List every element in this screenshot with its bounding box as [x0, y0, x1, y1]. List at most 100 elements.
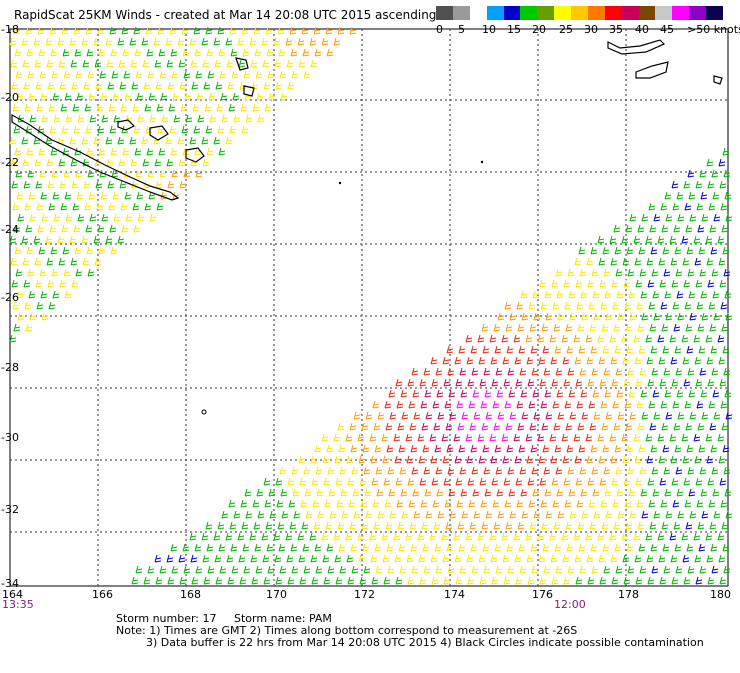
wind-barb — [471, 367, 479, 376]
wind-barb — [207, 565, 215, 574]
legend-swatch — [469, 6, 488, 20]
wind-barb — [183, 70, 191, 79]
notes-block: Storm number: 17 Storm name: PAM Note: 1… — [116, 613, 704, 673]
wind-barb — [504, 301, 512, 310]
wind-barb — [109, 26, 117, 35]
wind-barb — [521, 312, 529, 321]
wind-barb — [471, 466, 479, 475]
wind-barb — [614, 444, 622, 453]
wind-barb — [441, 532, 449, 541]
wind-barb — [614, 543, 622, 552]
wind-barb — [589, 422, 597, 431]
wind-barb — [578, 246, 586, 255]
wind-barb — [574, 257, 582, 266]
wind-barb — [659, 378, 667, 387]
wind-barb — [21, 136, 29, 145]
wind-barb — [647, 378, 655, 387]
wind-barb — [579, 367, 587, 376]
wind-barb — [533, 510, 541, 519]
wind-barb — [501, 532, 509, 541]
wind-barb — [628, 290, 636, 299]
wind-barb — [670, 356, 678, 365]
wind-barb — [649, 224, 657, 233]
wind-barb — [485, 510, 493, 519]
wind-barb — [38, 246, 46, 255]
wind-barb — [722, 246, 730, 255]
wind-barb — [36, 202, 44, 211]
wind-barb — [713, 312, 721, 321]
wind-barb — [40, 290, 48, 299]
wind-barb — [65, 213, 73, 222]
wind-barb — [623, 378, 631, 387]
wind-barb — [58, 59, 66, 68]
coastline — [338, 181, 342, 185]
wind-barb — [406, 554, 414, 563]
wind-barb — [718, 554, 726, 563]
wind-barb — [280, 92, 288, 101]
wind-barb — [617, 312, 625, 321]
wind-barb — [178, 59, 186, 68]
wind-barb — [70, 158, 78, 167]
wind-barb — [443, 576, 451, 585]
wind-barb — [435, 466, 443, 475]
wind-barb — [539, 279, 547, 288]
wind-barb — [229, 125, 237, 134]
wind-barb — [35, 279, 43, 288]
wind-barb — [46, 158, 54, 167]
wind-barb — [447, 565, 455, 574]
wind-barb — [713, 411, 721, 420]
wind-barb — [554, 543, 562, 552]
wind-barb — [71, 279, 79, 288]
wind-barb — [672, 301, 680, 310]
wind-barb — [466, 455, 474, 464]
wind-barb — [21, 235, 29, 244]
wind-barb — [518, 345, 526, 354]
wind-barb — [275, 576, 283, 585]
wind-barb — [442, 455, 450, 464]
wind-barb — [719, 576, 727, 585]
legend-swatch — [587, 6, 606, 20]
wind-barb — [635, 576, 643, 585]
wind-barb — [478, 356, 486, 365]
wind-barb — [556, 389, 564, 398]
wind-barb — [137, 114, 145, 123]
wind-barb — [337, 422, 345, 431]
wind-barb — [448, 488, 456, 497]
wind-barb — [562, 554, 570, 563]
wind-barb — [143, 81, 151, 90]
wind-barb — [388, 389, 396, 398]
wind-barb — [490, 455, 498, 464]
legend-swatch — [655, 6, 673, 20]
wind-barb — [540, 301, 548, 310]
wind-barb — [622, 554, 630, 563]
wind-barb — [673, 224, 681, 233]
wind-barb — [701, 213, 709, 222]
wind-barb — [134, 48, 142, 57]
wind-barb — [551, 279, 559, 288]
wind-barb — [458, 444, 466, 453]
wind-barb — [418, 554, 426, 563]
wind-barb — [406, 455, 414, 464]
wind-barb — [551, 576, 559, 585]
wind-barb — [365, 411, 373, 420]
wind-barb — [709, 422, 717, 431]
wind-barb — [623, 576, 631, 585]
wind-barb — [181, 26, 189, 35]
wind-barb — [172, 92, 180, 101]
wind-barb — [665, 411, 673, 420]
wind-barb — [217, 26, 225, 35]
wind-barb — [217, 125, 225, 134]
wind-barb — [665, 312, 673, 321]
wind-barb — [76, 191, 84, 200]
wind-barb — [194, 48, 202, 57]
wind-barb — [638, 345, 646, 354]
wind-barb — [685, 521, 693, 530]
wind-barb — [290, 48, 298, 57]
wind-barb — [400, 488, 408, 497]
wind-barb — [240, 499, 248, 508]
latitude-label: -20 — [1, 91, 19, 104]
wind-barb — [243, 70, 251, 79]
wind-barb — [707, 477, 715, 486]
wind-barb — [722, 345, 730, 354]
wind-barb — [413, 510, 421, 519]
